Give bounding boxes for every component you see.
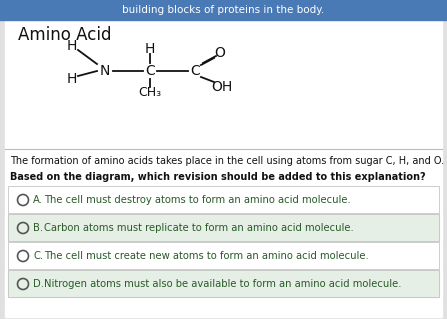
Text: The formation of amino acids takes place in the cell using atoms from sugar C, H: The formation of amino acids takes place… [10, 156, 444, 166]
Bar [8, 214, 439, 241]
Text: C.: C. [33, 251, 43, 261]
Text: Nitrogen atoms must also be available to form an amino acid molecule.: Nitrogen atoms must also be available to… [44, 279, 401, 289]
Text: H: H [145, 42, 155, 56]
Bar [0, 0, 447, 20]
Text: The cell must destroy atoms to form an amino acid molecule.: The cell must destroy atoms to form an a… [44, 195, 351, 205]
Text: OH: OH [211, 80, 232, 94]
Bar [8, 186, 439, 213]
Text: N: N [100, 64, 110, 78]
Text: Carbon atoms must replicate to form an amino acid molecule.: Carbon atoms must replicate to form an a… [44, 223, 354, 233]
Text: D.: D. [33, 279, 44, 289]
Bar [8, 214, 439, 241]
Text: Amino Acid: Amino Acid [18, 26, 111, 44]
Bar [8, 242, 439, 269]
Text: H: H [67, 72, 77, 86]
Text: B.: B. [33, 223, 43, 233]
Bar [5, 21, 442, 149]
Text: CH₃: CH₃ [139, 86, 161, 100]
Bar [8, 242, 439, 269]
Text: C: C [190, 64, 200, 78]
Text: H: H [67, 39, 77, 53]
Bar [8, 270, 439, 297]
Text: C: C [145, 64, 155, 78]
Text: building blocks of proteins in the body.: building blocks of proteins in the body. [122, 5, 324, 15]
Text: O: O [215, 46, 225, 60]
Text: A.: A. [33, 195, 43, 205]
Bar [5, 150, 442, 317]
Bar [8, 270, 439, 297]
Bar [8, 186, 439, 213]
Text: The cell must create new atoms to form an amino acid molecule.: The cell must create new atoms to form a… [44, 251, 369, 261]
Text: Based on the diagram, which revision should be added to this explanation?: Based on the diagram, which revision sho… [10, 172, 426, 182]
